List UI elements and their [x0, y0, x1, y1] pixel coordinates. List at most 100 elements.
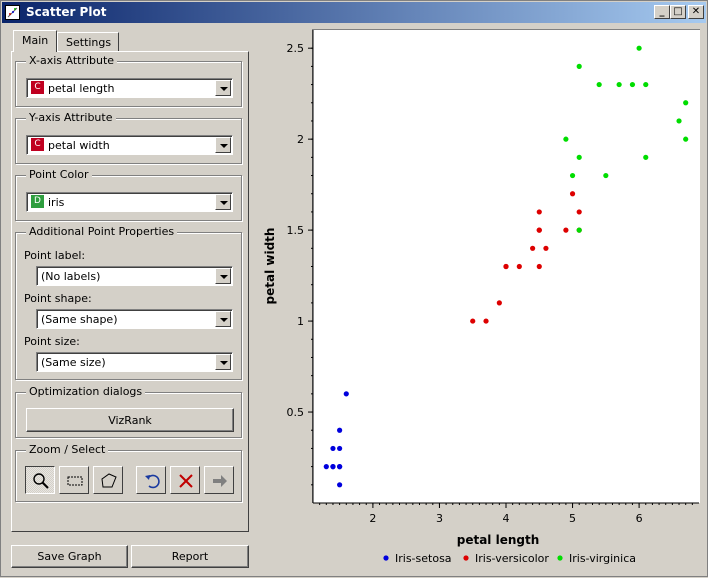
point-color-group-title: Point Color	[26, 168, 92, 181]
data-point	[563, 227, 569, 233]
data-point	[683, 100, 689, 106]
additional-properties-group: Additional Point Properties Point label:…	[15, 225, 242, 380]
save-graph-button[interactable]: Save Graph	[11, 545, 128, 568]
y-tick-label: 1	[297, 315, 304, 328]
data-point	[676, 118, 682, 124]
data-point	[323, 464, 329, 470]
y-tick-label: 0.5	[287, 406, 305, 419]
remove-selection-button[interactable]	[170, 466, 200, 494]
report-button[interactable]: Report	[131, 545, 249, 568]
main-tab-panel	[11, 51, 249, 532]
point-size-caption: Point size:	[24, 335, 80, 348]
data-point	[616, 81, 622, 88]
chevron-down-icon[interactable]	[215, 354, 231, 370]
y-tick-label: 2	[297, 133, 304, 146]
data-point	[563, 136, 569, 142]
rectangle-select-icon	[67, 476, 83, 486]
data-point	[576, 227, 582, 233]
y-tick-label: 2.5	[287, 42, 305, 55]
x-axis-label: petal length	[457, 533, 540, 547]
data-point	[496, 300, 502, 306]
x-axis-group-title: X-axis Attribute	[26, 54, 118, 67]
chevron-down-icon[interactable]	[215, 268, 231, 284]
undo-button[interactable]	[136, 466, 166, 494]
data-point	[330, 445, 336, 452]
legend-marker	[557, 555, 563, 561]
data-point	[683, 136, 689, 142]
point-color-value: iris	[48, 196, 65, 209]
legend-label: Iris-setosa	[395, 552, 452, 565]
point-label-caption: Point label:	[24, 249, 86, 262]
legend-marker	[463, 555, 469, 561]
x-tick-label: 4	[503, 512, 510, 525]
data-point	[536, 263, 542, 270]
additional-properties-group-title: Additional Point Properties	[26, 225, 178, 238]
y-axis-select[interactable]: C petal width	[26, 135, 233, 155]
data-point	[596, 81, 602, 88]
continuous-attribute-icon: C	[31, 81, 44, 94]
data-point	[516, 263, 522, 270]
y-axis-label: petal width	[263, 228, 277, 305]
chevron-down-icon[interactable]	[215, 80, 231, 96]
rectangle-select-button[interactable]	[59, 466, 89, 494]
data-point	[603, 172, 609, 179]
point-shape-select[interactable]: (Same shape)	[36, 309, 233, 329]
zoom-select-group-title: Zoom / Select	[26, 443, 109, 456]
data-point	[536, 209, 542, 215]
point-label-value: (No labels)	[41, 270, 101, 283]
y-axis-group-title: Y-axis Attribute	[26, 111, 116, 124]
data-point	[629, 81, 636, 88]
continuous-attribute-icon: C	[31, 138, 44, 151]
send-selection-button[interactable]	[204, 466, 234, 494]
data-point	[337, 482, 343, 488]
close-button[interactable]: ✕	[688, 5, 704, 19]
data-point	[503, 263, 509, 270]
maximize-button[interactable]: □	[670, 5, 686, 19]
optimization-group-title: Optimization dialogs	[26, 385, 146, 398]
y-axis-value: petal width	[48, 139, 110, 152]
optimization-group: Optimization dialogs VizRank	[15, 385, 242, 438]
chevron-down-icon[interactable]	[215, 311, 231, 327]
point-color-select[interactable]: D iris	[26, 192, 233, 212]
zoom-tool-button[interactable]	[25, 466, 55, 494]
undo-icon	[145, 474, 160, 489]
point-size-select[interactable]: (Same size)	[36, 352, 233, 372]
data-point	[543, 245, 549, 251]
point-shape-caption: Point shape:	[24, 292, 92, 305]
data-point	[330, 464, 336, 470]
chevron-down-icon[interactable]	[215, 194, 231, 210]
x-axis-value: petal length	[48, 82, 115, 95]
point-label-select[interactable]: (No labels)	[36, 266, 233, 286]
window-title: Scatter Plot	[26, 5, 107, 19]
data-point	[337, 445, 343, 452]
minimize-button[interactable]: _	[654, 5, 670, 19]
data-point	[536, 227, 542, 233]
legend-marker	[383, 555, 389, 561]
title-bar[interactable]: Scatter Plot _ □ ✕	[2, 2, 706, 23]
y-tick-label: 1.5	[287, 224, 305, 237]
tab-settings[interactable]: Settings	[57, 32, 119, 52]
y-axis-group: Y-axis Attribute C petal width	[15, 111, 242, 164]
data-point	[643, 81, 649, 88]
x-axis-group: X-axis Attribute C petal length	[15, 54, 242, 107]
data-point	[530, 245, 536, 251]
polygon-select-icon	[101, 473, 117, 488]
x-axis-select[interactable]: C petal length	[26, 78, 233, 98]
discrete-attribute-icon: D	[31, 195, 44, 208]
data-point	[576, 63, 582, 69]
remove-selection-icon	[179, 474, 193, 488]
x-tick-label: 3	[436, 512, 443, 525]
polygon-select-button[interactable]	[93, 466, 123, 494]
data-point	[343, 391, 349, 397]
data-point	[337, 464, 343, 470]
vizrank-button[interactable]: VizRank	[26, 408, 234, 432]
legend-label: Iris-virginica	[569, 552, 636, 565]
tab-main[interactable]: Main	[13, 30, 57, 52]
legend-label: Iris-versicolor	[475, 552, 549, 565]
data-point	[470, 318, 476, 324]
x-tick-label: 2	[369, 512, 376, 525]
point-shape-value: (Same shape)	[41, 313, 118, 326]
chevron-down-icon[interactable]	[215, 137, 231, 153]
zoom-icon	[33, 473, 49, 489]
